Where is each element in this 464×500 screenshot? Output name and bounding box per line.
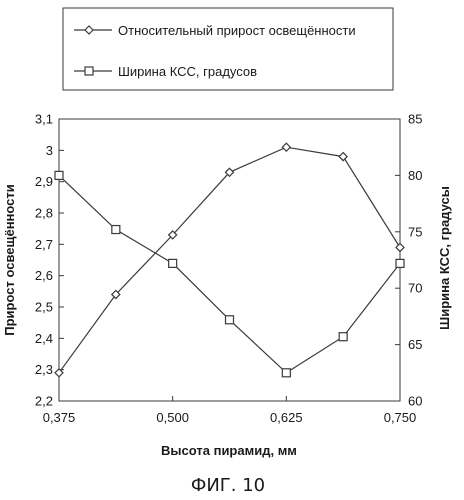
data-point-diamond bbox=[339, 153, 347, 161]
y-left-tick-label: 2,9 bbox=[35, 174, 53, 189]
data-point-square bbox=[396, 259, 404, 267]
y-left-tick-label: 2,3 bbox=[35, 362, 53, 377]
data-point-square bbox=[112, 226, 120, 234]
data-point-square bbox=[339, 333, 347, 341]
y-left-tick-label: 3 bbox=[46, 143, 53, 158]
y-left-tick-label: 2,4 bbox=[35, 331, 53, 346]
data-point-square bbox=[282, 369, 290, 377]
series-points bbox=[55, 143, 404, 377]
y-left-tick-label: 2,7 bbox=[35, 237, 53, 252]
legend-marker-square-icon bbox=[85, 67, 93, 75]
y-axis-right-title: Ширина КСС, градусы bbox=[437, 186, 452, 330]
figure-caption: ФИГ. 10 bbox=[191, 475, 265, 496]
y-right-tick-label: 80 bbox=[408, 168, 422, 183]
y-right-tick-label: 65 bbox=[408, 337, 422, 352]
data-point-diamond bbox=[282, 143, 290, 151]
data-point-diamond bbox=[396, 243, 404, 251]
y-left-tick-label: 2,8 bbox=[35, 206, 53, 221]
y-left-tick-label: 2,2 bbox=[35, 394, 53, 409]
y-left-tick-label: 3,1 bbox=[35, 112, 53, 127]
y-axis-left-title: Прирост освещённости bbox=[2, 184, 17, 336]
data-point-square bbox=[55, 171, 63, 179]
series-lines bbox=[59, 147, 400, 373]
legend-label-1: Ширина КСС, градусов bbox=[118, 64, 257, 79]
x-tick-label: 0,625 bbox=[270, 410, 303, 425]
legend-label-0: Относительный прирост освещённости bbox=[118, 23, 356, 38]
x-axis-title: Высота пирамид, мм bbox=[161, 443, 297, 458]
y-right-tick-label: 85 bbox=[408, 112, 422, 127]
y-right-tick-label: 70 bbox=[408, 281, 422, 296]
plot-area-frame bbox=[59, 119, 400, 401]
data-point-square bbox=[169, 259, 177, 267]
series-line-1 bbox=[59, 175, 400, 372]
y-left-tick-label: 2,6 bbox=[35, 268, 53, 283]
series-line-0 bbox=[59, 147, 400, 373]
x-tick-label: 0,375 bbox=[43, 410, 76, 425]
y-left-tick-label: 2,5 bbox=[35, 300, 53, 315]
x-tick-label: 0,500 bbox=[156, 410, 189, 425]
left-axis-ticks: 2,2 2,3 2,4 2,5 2,6 2,7 2,8 2,9 3 3,1 bbox=[35, 112, 64, 409]
legend: Относительный прирост освещённости Ширин… bbox=[63, 8, 393, 90]
y-right-tick-label: 60 bbox=[408, 394, 422, 409]
data-point-square bbox=[226, 316, 234, 324]
x-tick-label: 0,750 bbox=[384, 410, 417, 425]
y-right-tick-label: 75 bbox=[408, 224, 422, 239]
x-axis-ticks: 0,375 0,500 0,625 0,750 bbox=[43, 396, 417, 425]
